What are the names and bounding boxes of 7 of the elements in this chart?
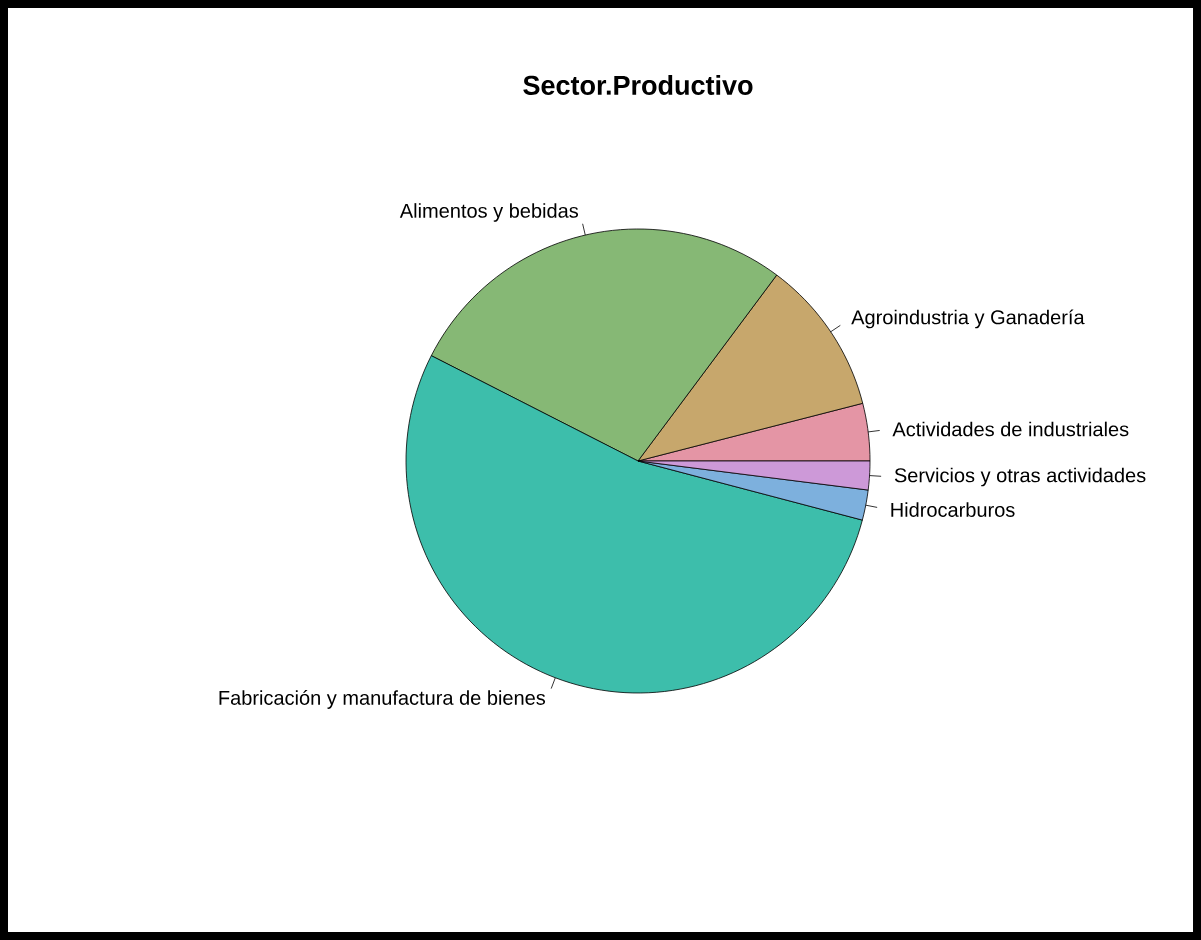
chart-title: Sector.Productivo [523,75,753,95]
slice-label: Alimentos y bebidas [399,203,579,222]
slice-label: Servicios y otras actividades [894,467,1146,487]
slice-label: Hidrocarburos [891,502,1015,517]
slice-label: Fabricación y manufactura de bienes [219,690,546,709]
slice-label: Actividades de industriales [892,421,1129,437]
slice-label: Agroindustria y Ganadería [851,309,1085,329]
